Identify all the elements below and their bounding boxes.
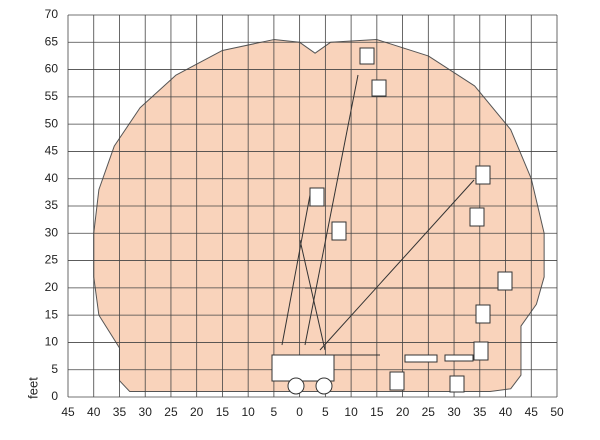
x-tick-label: 15 — [370, 405, 384, 419]
x-tick-label: 30 — [139, 405, 153, 419]
x-tick-label: 45 — [525, 405, 539, 419]
y-tick-label: 60 — [45, 62, 59, 76]
x-tick-label: 25 — [164, 405, 178, 419]
machine-drawing — [271, 47, 513, 395]
x-tick-label: 35 — [473, 405, 487, 419]
basket — [475, 165, 491, 185]
y-tick-label: 55 — [45, 89, 59, 103]
y-tick-label: 70 — [45, 7, 59, 21]
wheel — [287, 377, 305, 395]
basket — [469, 207, 485, 227]
boom — [404, 354, 438, 363]
basket — [371, 79, 387, 97]
basket — [449, 375, 465, 393]
x-tick-label: 10 — [344, 405, 358, 419]
basket — [389, 371, 405, 391]
basket — [359, 47, 375, 65]
y-tick-label: 35 — [45, 198, 59, 212]
y-tick-label: 20 — [45, 280, 59, 294]
x-tick-label: 45 — [61, 405, 75, 419]
boom — [299, 239, 326, 351]
x-tick-label: 30 — [447, 405, 461, 419]
y-tick-label: 25 — [45, 253, 59, 267]
basket — [473, 341, 489, 361]
wheel — [315, 377, 333, 395]
basket — [309, 187, 325, 207]
x-tick-label: 20 — [396, 405, 410, 419]
x-tick-label: 40 — [499, 405, 513, 419]
basket — [475, 304, 491, 324]
x-tick-label: 5 — [322, 405, 329, 419]
y-tick-label: 65 — [45, 34, 59, 48]
x-tick-label: 15 — [216, 405, 230, 419]
x-tick-label: 35 — [113, 405, 127, 419]
x-tick-label: 50 — [550, 405, 564, 419]
y-tick-label: 0 — [51, 389, 58, 403]
boom — [319, 179, 475, 351]
y-tick-label: 40 — [45, 171, 59, 185]
y-tick-label: 10 — [45, 335, 59, 349]
x-tick-label: 5 — [271, 405, 278, 419]
basket — [497, 271, 513, 291]
y-axis-label: feet — [25, 377, 40, 399]
x-tick-label: 25 — [422, 405, 436, 419]
x-tick-label: 40 — [87, 405, 101, 419]
x-tick-label: 10 — [241, 405, 255, 419]
x-tick-label: 20 — [190, 405, 204, 419]
y-tick-label: 50 — [45, 116, 59, 130]
boom — [444, 354, 474, 362]
x-tick-label: 0 — [296, 405, 303, 419]
y-tick-label: 5 — [51, 362, 58, 376]
y-tick-label: 45 — [45, 144, 59, 158]
chassis — [271, 354, 335, 382]
y-tick-label: 15 — [45, 307, 59, 321]
y-tick-label: 30 — [45, 225, 59, 239]
boom — [281, 194, 311, 346]
grid — [67, 14, 558, 398]
basket — [331, 221, 347, 241]
